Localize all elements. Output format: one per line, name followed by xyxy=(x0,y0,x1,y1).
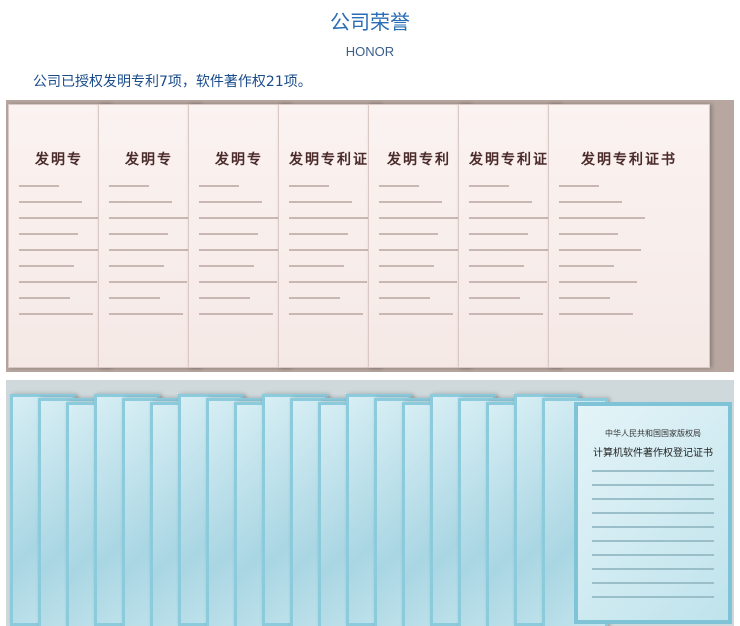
text-line xyxy=(109,185,149,187)
patent-certificate: 发明专利证书 xyxy=(548,104,710,368)
text-line xyxy=(19,217,105,219)
text-line xyxy=(109,313,183,315)
certificate-heading: 发明专利证 xyxy=(469,152,549,168)
text-line xyxy=(592,582,714,584)
text-line xyxy=(289,185,329,187)
text-line xyxy=(19,265,74,267)
text-line xyxy=(592,568,714,570)
text-line xyxy=(199,281,277,283)
text-line xyxy=(109,217,195,219)
text-line xyxy=(379,233,438,235)
text-line xyxy=(19,249,101,251)
text-line xyxy=(379,249,461,251)
certificate-heading: 发明专利 xyxy=(387,152,451,168)
text-line xyxy=(199,265,254,267)
text-line xyxy=(199,297,250,299)
software-gallery: 中华人民共和国国家版权局 计算机软件著作权登记证书 xyxy=(6,380,734,626)
text-line xyxy=(469,185,509,187)
text-line xyxy=(109,281,187,283)
text-line xyxy=(289,297,340,299)
text-line xyxy=(199,249,281,251)
text-line xyxy=(289,281,367,283)
text-line xyxy=(19,297,70,299)
text-line xyxy=(109,297,160,299)
certificate-heading: 发明专 xyxy=(215,152,263,168)
patent-certificate: 发明专 xyxy=(98,104,200,368)
text-line xyxy=(592,540,714,542)
text-line xyxy=(379,297,430,299)
text-line xyxy=(19,185,59,187)
text-line xyxy=(559,185,599,187)
text-line xyxy=(19,233,78,235)
text-line xyxy=(559,249,641,251)
intro-text: 公司已授权发明专利7项，软件著作权21项。 xyxy=(33,74,312,90)
text-line xyxy=(109,201,172,203)
section-title: 公司荣誉 xyxy=(330,10,410,34)
text-line xyxy=(289,249,371,251)
text-line xyxy=(379,201,442,203)
text-line xyxy=(469,233,528,235)
certificate-heading: 计算机软件著作权登记证书 xyxy=(593,448,713,459)
text-line xyxy=(559,281,637,283)
text-line xyxy=(19,201,82,203)
text-line xyxy=(559,313,633,315)
certificate-heading: 发明专 xyxy=(125,152,173,168)
text-line xyxy=(109,265,164,267)
text-line xyxy=(469,217,555,219)
text-line xyxy=(199,201,262,203)
text-line xyxy=(109,249,191,251)
text-line xyxy=(469,249,551,251)
text-line xyxy=(559,201,622,203)
patent-certificate: 发明专利 xyxy=(368,104,470,368)
text-line xyxy=(379,217,465,219)
text-line xyxy=(469,297,520,299)
text-line xyxy=(289,313,363,315)
certificate-heading: 发明专利证书 xyxy=(581,152,677,168)
text-line xyxy=(379,185,419,187)
patent-certificate: 发明专利证 xyxy=(458,104,560,368)
text-line xyxy=(379,265,434,267)
patent-certificate: 发明专利证 xyxy=(278,104,380,368)
text-line xyxy=(19,313,93,315)
text-line xyxy=(469,281,547,283)
certificate-heading: 发明专利证 xyxy=(289,152,369,168)
section-subtitle: HONOR xyxy=(345,44,395,59)
text-line xyxy=(289,217,375,219)
text-line xyxy=(559,233,618,235)
software-certificate: 中华人民共和国国家版权局 计算机软件著作权登记证书 xyxy=(574,402,732,624)
text-line xyxy=(379,313,453,315)
text-line xyxy=(289,201,352,203)
text-line xyxy=(592,484,714,486)
certificate-heading: 发明专 xyxy=(35,152,83,168)
text-line xyxy=(469,201,532,203)
text-line xyxy=(592,554,714,556)
certificate-issuer: 中华人民共和国国家版权局 xyxy=(605,429,701,438)
text-line xyxy=(199,233,258,235)
text-line xyxy=(592,526,714,528)
text-line xyxy=(559,297,610,299)
patent-gallery: 发明专 发明专 发明专 发明专利证 发明专利 发明专利证 发明专利证书 xyxy=(6,100,734,372)
text-line xyxy=(559,265,614,267)
text-line xyxy=(592,498,714,500)
text-line xyxy=(19,281,97,283)
text-line xyxy=(469,265,524,267)
text-line xyxy=(592,470,714,472)
text-line xyxy=(199,313,273,315)
text-line xyxy=(592,512,714,514)
text-line xyxy=(199,185,239,187)
patent-certificate: 发明专 xyxy=(188,104,290,368)
text-line xyxy=(379,281,457,283)
text-line xyxy=(592,596,714,598)
text-line xyxy=(469,313,543,315)
text-line xyxy=(199,217,285,219)
text-line xyxy=(289,265,344,267)
text-line xyxy=(289,233,348,235)
patent-certificate: 发明专 xyxy=(8,104,110,368)
text-line xyxy=(109,233,168,235)
text-line xyxy=(559,217,645,219)
